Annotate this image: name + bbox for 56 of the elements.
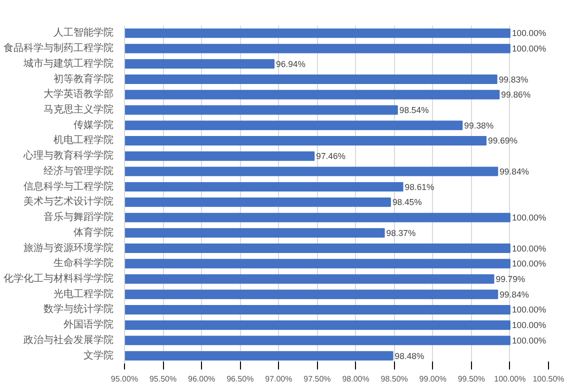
- y-tick-label: 食品科学与制药工程学院: [4, 42, 114, 54]
- data-label: 100.00%: [512, 304, 546, 315]
- y-tick-label: 城市与建筑工程学院: [22, 57, 114, 70]
- data-label: 96.94%: [276, 58, 306, 69]
- y-tick-label: 美术与艺术设计学院: [24, 196, 114, 208]
- data-label: 98.37%: [386, 228, 416, 238]
- data-label: 100.00%: [512, 44, 546, 54]
- data-label: 98.45%: [392, 197, 422, 208]
- y-tick-label: 马克思主义学院: [44, 104, 114, 116]
- data-label: 100.00%: [512, 212, 546, 223]
- data-label: 97.46%: [316, 151, 346, 162]
- x-tick-label: 97.50%: [304, 374, 331, 384]
- y-tick-label: 传媒学院: [74, 118, 114, 131]
- y-tick-label: 旅游与资源环境学院: [24, 242, 114, 254]
- data-label: 99.79%: [496, 274, 526, 284]
- data-label: 98.61%: [404, 182, 434, 192]
- y-tick-label: 初等教育学院: [54, 72, 114, 85]
- data-label: 99.84%: [500, 166, 530, 176]
- x-tick-label: 96.50%: [226, 374, 254, 384]
- x-tick-label: 99.00%: [419, 374, 446, 384]
- x-tick-label: 100.50%: [532, 374, 564, 384]
- y-tick-label: 音乐与舞蹈学院: [44, 211, 114, 224]
- y-tick-label: 机电工程学院: [54, 134, 114, 146]
- data-label: 99.84%: [500, 289, 530, 300]
- y-tick-label: 心理与教育科学学院: [22, 150, 114, 162]
- x-tick-label: 100.00%: [494, 374, 526, 384]
- y-tick-label: 文学院: [84, 349, 114, 362]
- data-label: 100.00%: [512, 258, 546, 269]
- x-tick-label: 99.50%: [458, 374, 485, 384]
- x-tick-label: 95.00%: [110, 374, 138, 384]
- y-tick-label: 经济与管理学院: [44, 164, 114, 177]
- data-label: 100.00%: [512, 243, 546, 254]
- data-label: 100.00%: [512, 320, 546, 330]
- y-tick-label: 信息科学与工程学院: [24, 180, 114, 192]
- data-label: 100.00%: [512, 28, 546, 38]
- x-tick-label: 95.50%: [149, 374, 177, 384]
- y-tick-label: 政治与社会发展学院: [24, 334, 114, 346]
- x-tick-label: 96.00%: [188, 374, 216, 384]
- data-label: 99.86%: [501, 90, 531, 100]
- y-tick-label: 生命科学学院: [54, 257, 114, 270]
- data-label: 99.69%: [488, 136, 518, 146]
- y-tick-label: 光电工程学院: [54, 288, 114, 300]
- x-tick-label: 98.00%: [342, 374, 370, 384]
- data-label: 98.48%: [394, 350, 424, 361]
- y-tick-label: 大学英语教学部: [44, 88, 114, 100]
- data-label: 100.00%: [512, 335, 546, 346]
- data-label: 98.54%: [399, 105, 430, 115]
- x-tick-label: 97.00%: [265, 374, 292, 384]
- y-tick-label: 人工智能学院: [54, 26, 114, 39]
- data-label: 99.38%: [464, 120, 494, 130]
- data-label: 99.83%: [498, 74, 529, 84]
- y-tick-label: 外国语学院: [64, 318, 114, 331]
- y-tick-label: 数学与统计学院: [44, 303, 114, 316]
- x-tick-label: 98.50%: [380, 374, 408, 384]
- y-tick-label: 化学化工与材料科学学院: [4, 272, 114, 284]
- y-tick-label: 体育学院: [74, 226, 114, 238]
